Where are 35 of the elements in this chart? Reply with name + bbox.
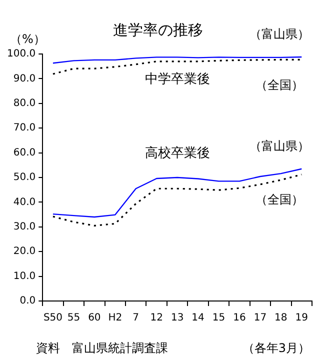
x-tick-label: 7 <box>132 312 140 324</box>
y-tick-label: 40.0 <box>13 196 36 208</box>
series-label: （全国） <box>256 78 304 92</box>
series-label: （全国） <box>256 192 304 207</box>
series-label: （富山県） <box>250 27 310 42</box>
annotation: 高校卒業後 <box>144 144 210 161</box>
y-tick-label: 0.0 <box>20 296 36 307</box>
y-tick-label: 50.0 <box>13 172 36 184</box>
x-tick-label: 19 <box>295 312 308 324</box>
chart-title: 進学率の推移 <box>113 20 203 39</box>
x-tick-label: 15 <box>212 312 226 324</box>
x-tick-label: 13 <box>170 312 184 324</box>
annotation: 中学卒業後 <box>144 72 210 87</box>
y-tick-label: 90.0 <box>13 73 36 84</box>
y-tick-label: 60.0 <box>13 147 36 158</box>
x-tick-label: 60 <box>88 312 101 324</box>
text: 資料 富山県統計調査課 <box>36 341 168 355</box>
x-tick-label: H2 <box>108 312 122 324</box>
y-tick-label: 80.0 <box>13 98 36 109</box>
x-tick-label: S50 <box>43 312 63 324</box>
y-tick-label: 100.0 <box>6 48 36 60</box>
y-axis-title: （%） <box>10 32 46 46</box>
x-tick-label: 14 <box>192 312 204 324</box>
y-tick-label: 30.0 <box>13 221 36 232</box>
line-series <box>52 174 302 226</box>
x-tick-label: 17 <box>254 312 267 324</box>
x-tick-label: 55 <box>67 312 80 324</box>
x-tick-label: 18 <box>274 312 288 324</box>
series-label: （富山県） <box>250 138 310 153</box>
y-tick-label: 10.0 <box>13 270 36 282</box>
y-tick-label: 70.0 <box>13 122 36 134</box>
x-tick-label: 12 <box>150 312 163 324</box>
text: （各年3月） <box>242 341 310 355</box>
x-tick-label: 16 <box>233 312 246 324</box>
y-tick-label: 20.0 <box>13 246 36 258</box>
